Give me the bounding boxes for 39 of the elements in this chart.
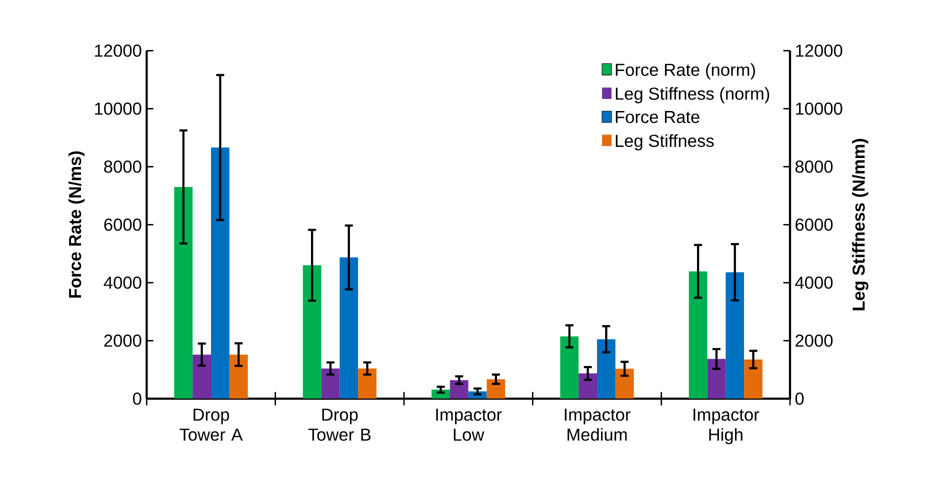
bar xyxy=(302,265,322,399)
bar xyxy=(358,368,376,399)
y2-tick-label: 10000 xyxy=(796,102,842,115)
y-axis-title: Force Rate (N/ms) xyxy=(68,151,85,298)
y2-axis-title: Leg Stiffness (N/mm) xyxy=(852,138,868,310)
y-tick-label: 0 xyxy=(132,392,142,405)
y-tick-label: 2000 xyxy=(104,334,142,347)
y-tick-label: 4000 xyxy=(104,276,142,289)
x-tick-label: Impactor High xyxy=(694,408,760,444)
y2-tick-label: 12000 xyxy=(796,44,842,57)
bar xyxy=(174,186,193,399)
x-tick-label: Impactor Low xyxy=(436,408,502,441)
y-tick-label: 6000 xyxy=(104,218,142,231)
bar xyxy=(321,368,340,399)
x-tick-label: Impactor Medium xyxy=(564,408,630,441)
y-tick-label: 8000 xyxy=(104,160,142,173)
legend-label: Force Rate xyxy=(616,111,700,124)
legend-label: Leg Stiffness (norm) xyxy=(616,87,770,104)
y-tick-label: 12000 xyxy=(95,44,142,57)
bar xyxy=(744,360,762,399)
bar xyxy=(340,257,358,399)
bar xyxy=(707,358,726,399)
x-tick-label: Drop Tower A xyxy=(180,408,243,441)
bar xyxy=(688,271,708,399)
y2-tick-label: 0 xyxy=(795,392,804,405)
y2-tick-label: 2000 xyxy=(796,334,833,347)
y2-tick-label: 4000 xyxy=(795,276,833,289)
y2-tick-label: 8000 xyxy=(795,160,833,173)
bar xyxy=(726,272,744,399)
bar xyxy=(229,354,248,399)
legend-label: Leg Stiffness xyxy=(616,134,714,150)
legend-label: Force Rate (norm) xyxy=(616,63,755,80)
y2-tick-label: 6000 xyxy=(796,218,833,231)
bar xyxy=(560,336,579,399)
bar xyxy=(192,354,212,399)
bar xyxy=(211,148,230,399)
y-tick-label: 10000 xyxy=(95,102,142,115)
bar xyxy=(486,379,506,399)
x-tick-label: Drop Tower B xyxy=(308,408,371,441)
